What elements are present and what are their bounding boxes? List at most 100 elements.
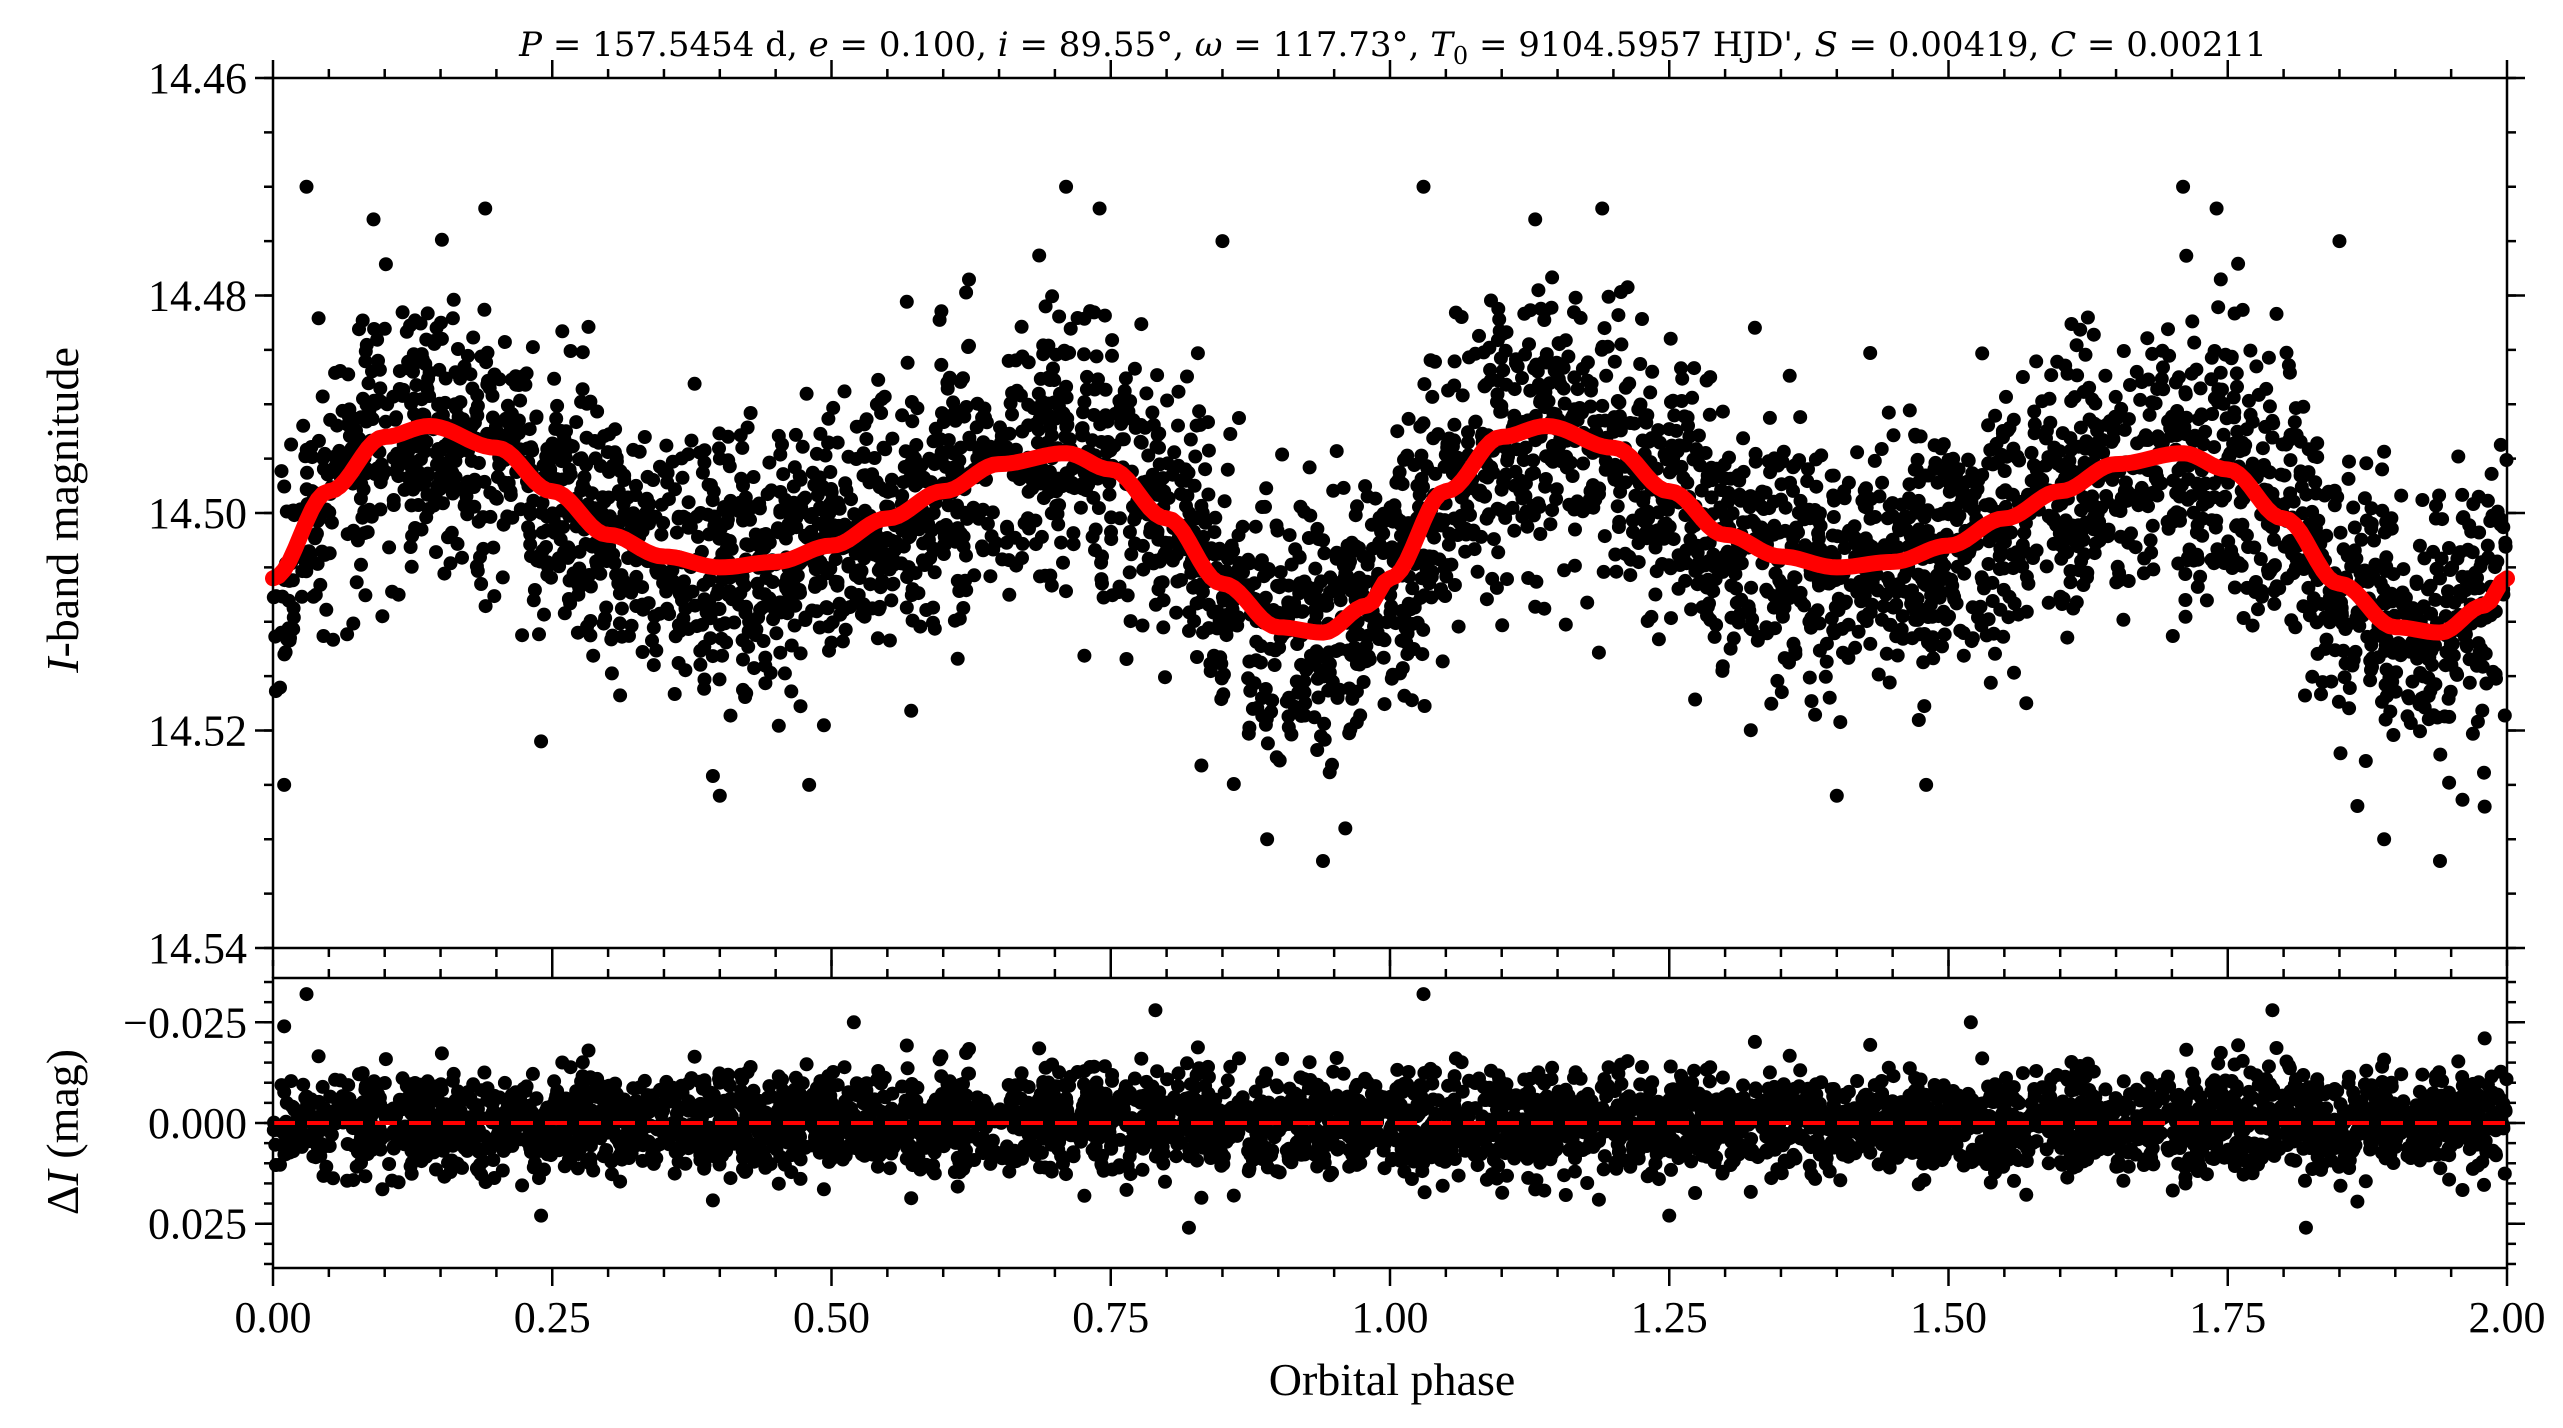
observation-point	[305, 450, 320, 465]
observation-point	[877, 483, 892, 498]
observation-point	[712, 441, 726, 456]
observation-point	[787, 460, 802, 475]
observation-point	[2086, 327, 2101, 342]
observation-point	[1700, 599, 1715, 614]
observation-point	[555, 324, 570, 339]
observation-point	[1486, 532, 1501, 547]
observation-point	[1136, 562, 1151, 577]
observation-point	[2432, 854, 2447, 868]
observation-point	[1295, 604, 1310, 619]
observation-point	[738, 690, 753, 704]
observation-point	[675, 593, 689, 608]
observation-point	[2432, 488, 2447, 503]
observation-point	[1145, 467, 1160, 482]
residual-points	[266, 987, 2514, 1235]
observation-point	[1568, 522, 1582, 537]
observation-point	[2077, 547, 2092, 562]
observation-point	[2243, 343, 2258, 358]
observation-point	[899, 600, 914, 615]
observation-point	[2301, 580, 2316, 595]
observation-point	[628, 488, 643, 502]
observation-point	[1077, 347, 1091, 362]
observation-point	[950, 573, 965, 588]
observation-point	[1567, 305, 1581, 320]
observation-point	[467, 472, 482, 487]
observation-point	[497, 335, 512, 349]
observation-point	[2227, 580, 2242, 595]
observation-point	[1662, 519, 1677, 534]
observation-point	[2267, 596, 2282, 611]
observation-point	[1021, 355, 1036, 370]
observation-point	[2410, 637, 2425, 652]
observation-point	[508, 371, 523, 386]
observation-point	[1529, 574, 1544, 589]
observation-point	[2178, 387, 2193, 402]
observation-point	[1089, 349, 1104, 364]
observation-point	[281, 593, 296, 608]
observation-point	[2064, 317, 2079, 331]
observation-point	[1423, 353, 1438, 368]
observation-point	[1811, 574, 1826, 589]
observation-point	[919, 603, 934, 617]
observation-point	[1158, 535, 1173, 550]
observation-point	[2121, 412, 2136, 427]
observation-point	[2143, 533, 2158, 548]
observation-point	[525, 340, 540, 355]
observation-point	[2165, 629, 2180, 643]
observation-point	[1808, 707, 1823, 722]
observation-point	[434, 232, 449, 247]
observation-point	[1852, 574, 1867, 589]
observation-point	[2052, 526, 2067, 541]
observation-point	[604, 666, 619, 681]
observation-point	[1182, 623, 1196, 638]
observation-point	[2117, 422, 2132, 437]
observation-point	[1146, 556, 1161, 571]
observation-point	[1880, 571, 1895, 585]
observation-point	[2287, 415, 2302, 430]
observation-point	[1809, 479, 1824, 494]
observation-point	[1198, 462, 1213, 477]
observation-point	[2437, 709, 2452, 724]
observation-point	[547, 525, 562, 540]
observation-point	[689, 509, 704, 524]
observation-point	[1282, 528, 1297, 543]
observation-point	[366, 212, 381, 227]
observation-point	[1921, 610, 1936, 624]
observation-point	[1956, 648, 1971, 663]
observation-point	[1597, 529, 1612, 544]
residual-point	[315, 1079, 330, 1094]
observation-point	[608, 422, 623, 437]
observation-point	[2121, 574, 2136, 588]
observation-point	[2349, 610, 2364, 625]
observation-point	[773, 645, 788, 660]
observation-point	[2116, 612, 2131, 627]
observation-point	[1491, 545, 1506, 560]
observation-point	[2133, 392, 2148, 407]
observation-point	[1965, 600, 1980, 615]
observation-point	[649, 643, 664, 658]
observation-point	[2224, 543, 2239, 558]
observation-point	[1509, 356, 1523, 371]
observation-point	[2214, 493, 2229, 508]
observation-point	[884, 593, 899, 608]
observation-point	[712, 672, 727, 687]
observation-point	[1536, 391, 1551, 406]
observation-point	[1904, 590, 1919, 605]
observation-point	[1323, 570, 1338, 585]
observation-point	[362, 403, 377, 418]
observation-point	[1648, 587, 1663, 602]
observation-point	[1383, 605, 1398, 620]
observation-point	[1837, 541, 1852, 555]
observation-point	[2015, 370, 2030, 384]
observation-point	[1097, 308, 1112, 323]
observation-point	[895, 523, 910, 538]
observation-point	[2179, 410, 2194, 425]
observation-point	[1761, 454, 1776, 469]
observation-point	[753, 602, 768, 617]
observation-point	[862, 475, 877, 490]
observation-point	[1404, 693, 1419, 708]
observation-point	[1556, 360, 1571, 375]
observation-point	[286, 610, 301, 625]
observation-point	[2460, 542, 2475, 557]
observation-point	[933, 432, 948, 447]
